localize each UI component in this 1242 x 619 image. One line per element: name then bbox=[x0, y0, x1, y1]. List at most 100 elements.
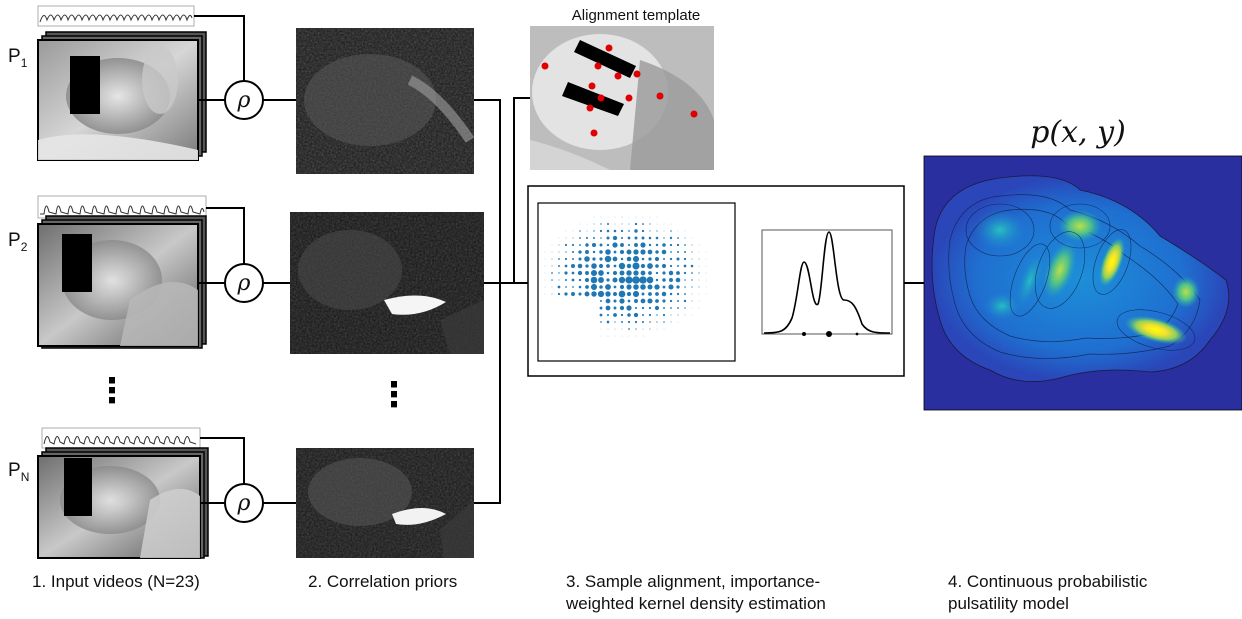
sample-dot bbox=[649, 328, 651, 330]
pulsatility-heatmap bbox=[923, 155, 1242, 411]
sample-dot bbox=[544, 293, 546, 295]
sample-dot bbox=[676, 285, 680, 289]
sample-dot bbox=[646, 276, 654, 284]
landmark-points bbox=[541, 44, 698, 137]
sample-dot bbox=[544, 286, 546, 288]
sample-dot bbox=[656, 216, 658, 218]
sample-dot bbox=[586, 230, 588, 232]
sample-dot bbox=[640, 242, 646, 248]
sample-dot bbox=[632, 262, 640, 270]
sample-dot bbox=[641, 257, 645, 261]
sample-dot bbox=[640, 270, 646, 276]
sample-dot bbox=[684, 307, 686, 309]
sample-dot bbox=[698, 258, 700, 260]
caption-input-videos: 1. Input videos (N=23) bbox=[32, 572, 200, 591]
sample-dot bbox=[662, 313, 666, 317]
participant-2-waveform-box bbox=[37, 195, 207, 219]
sample-dot bbox=[618, 262, 626, 270]
participant-n-eye-mask bbox=[64, 458, 92, 516]
sample-dot bbox=[655, 236, 659, 240]
sample-dot bbox=[558, 244, 560, 246]
sample-dot bbox=[621, 335, 623, 337]
sample-dot bbox=[698, 300, 700, 302]
sample-dot bbox=[676, 292, 680, 296]
alignment-template-title: Alignment template bbox=[572, 7, 700, 24]
sample-dot bbox=[649, 216, 651, 218]
sample-dot bbox=[551, 251, 553, 253]
sample-dot bbox=[584, 277, 590, 283]
sample-dot bbox=[655, 292, 659, 296]
sample-dot bbox=[634, 222, 638, 226]
sample-dot bbox=[628, 216, 630, 218]
participant-2-label: P2 bbox=[8, 230, 28, 254]
sample-dot bbox=[691, 272, 693, 274]
participant-1-label: P1 bbox=[8, 46, 28, 70]
sample-dot bbox=[551, 279, 553, 281]
sample-dot bbox=[572, 258, 574, 260]
sample-dot bbox=[606, 229, 610, 233]
sample-dot bbox=[691, 244, 693, 246]
svg-text:ρ: ρ bbox=[237, 88, 251, 113]
sample-dot bbox=[691, 307, 693, 309]
sample-dot bbox=[578, 292, 582, 296]
sample-dot bbox=[626, 263, 632, 269]
sample-dot bbox=[663, 258, 665, 260]
sample-dot bbox=[677, 307, 679, 309]
participant-2-group: P2 bbox=[8, 195, 207, 349]
sample-dot bbox=[593, 223, 595, 225]
sample-dot bbox=[627, 236, 631, 240]
sample-dot bbox=[676, 257, 680, 261]
sample-dot bbox=[625, 276, 633, 284]
sample-dot bbox=[614, 321, 616, 323]
sample-dot bbox=[612, 242, 618, 248]
sample-dot bbox=[691, 314, 693, 316]
sample-dot bbox=[632, 276, 640, 284]
sample-dot bbox=[663, 230, 665, 232]
sample-dot bbox=[663, 321, 665, 323]
sample-dot bbox=[670, 321, 672, 323]
sample-dot bbox=[662, 243, 666, 247]
sample-dot bbox=[670, 230, 672, 232]
participant-1-waveform-box bbox=[37, 5, 195, 27]
sample-dot bbox=[669, 236, 673, 240]
sample-dot bbox=[663, 328, 665, 330]
sample-dot bbox=[600, 321, 602, 323]
sample-dot bbox=[655, 243, 659, 247]
sample-dot bbox=[683, 299, 687, 303]
sample-dot bbox=[691, 258, 693, 260]
sample-dot bbox=[648, 271, 652, 275]
sample-dot bbox=[626, 256, 632, 262]
sample-dot bbox=[649, 321, 651, 323]
sample-dot bbox=[618, 290, 626, 298]
sample-dot bbox=[606, 320, 610, 324]
sample-dot bbox=[613, 250, 617, 254]
sample-dot bbox=[571, 271, 575, 275]
sample-dot bbox=[619, 284, 625, 290]
sample-dot bbox=[654, 305, 660, 311]
sample-dot bbox=[626, 270, 632, 276]
sample-dot bbox=[676, 271, 680, 275]
sample-dot bbox=[551, 286, 553, 288]
sample-dot bbox=[669, 257, 673, 261]
sample-dot bbox=[593, 237, 595, 239]
sample-dot bbox=[619, 249, 625, 255]
sample-dot bbox=[705, 286, 707, 288]
sample-dot bbox=[668, 270, 674, 276]
sample-dot bbox=[642, 335, 644, 337]
sample-dot bbox=[675, 277, 681, 283]
sample-dot bbox=[705, 272, 707, 274]
sample-dot bbox=[578, 285, 582, 289]
sample-dot bbox=[551, 244, 553, 246]
sample-dot bbox=[551, 265, 553, 267]
participant-n-waveform bbox=[43, 436, 197, 445]
sample-dot bbox=[634, 236, 638, 240]
sample-dot bbox=[633, 284, 639, 290]
sample-dot bbox=[635, 335, 637, 337]
sample-dot bbox=[677, 251, 679, 253]
kde-sample-points bbox=[802, 331, 859, 337]
sample-dot bbox=[605, 284, 611, 290]
sample-dot bbox=[614, 216, 616, 218]
sample-dot bbox=[647, 263, 653, 269]
sample-dot bbox=[613, 313, 617, 317]
connector-lines bbox=[194, 15, 924, 504]
